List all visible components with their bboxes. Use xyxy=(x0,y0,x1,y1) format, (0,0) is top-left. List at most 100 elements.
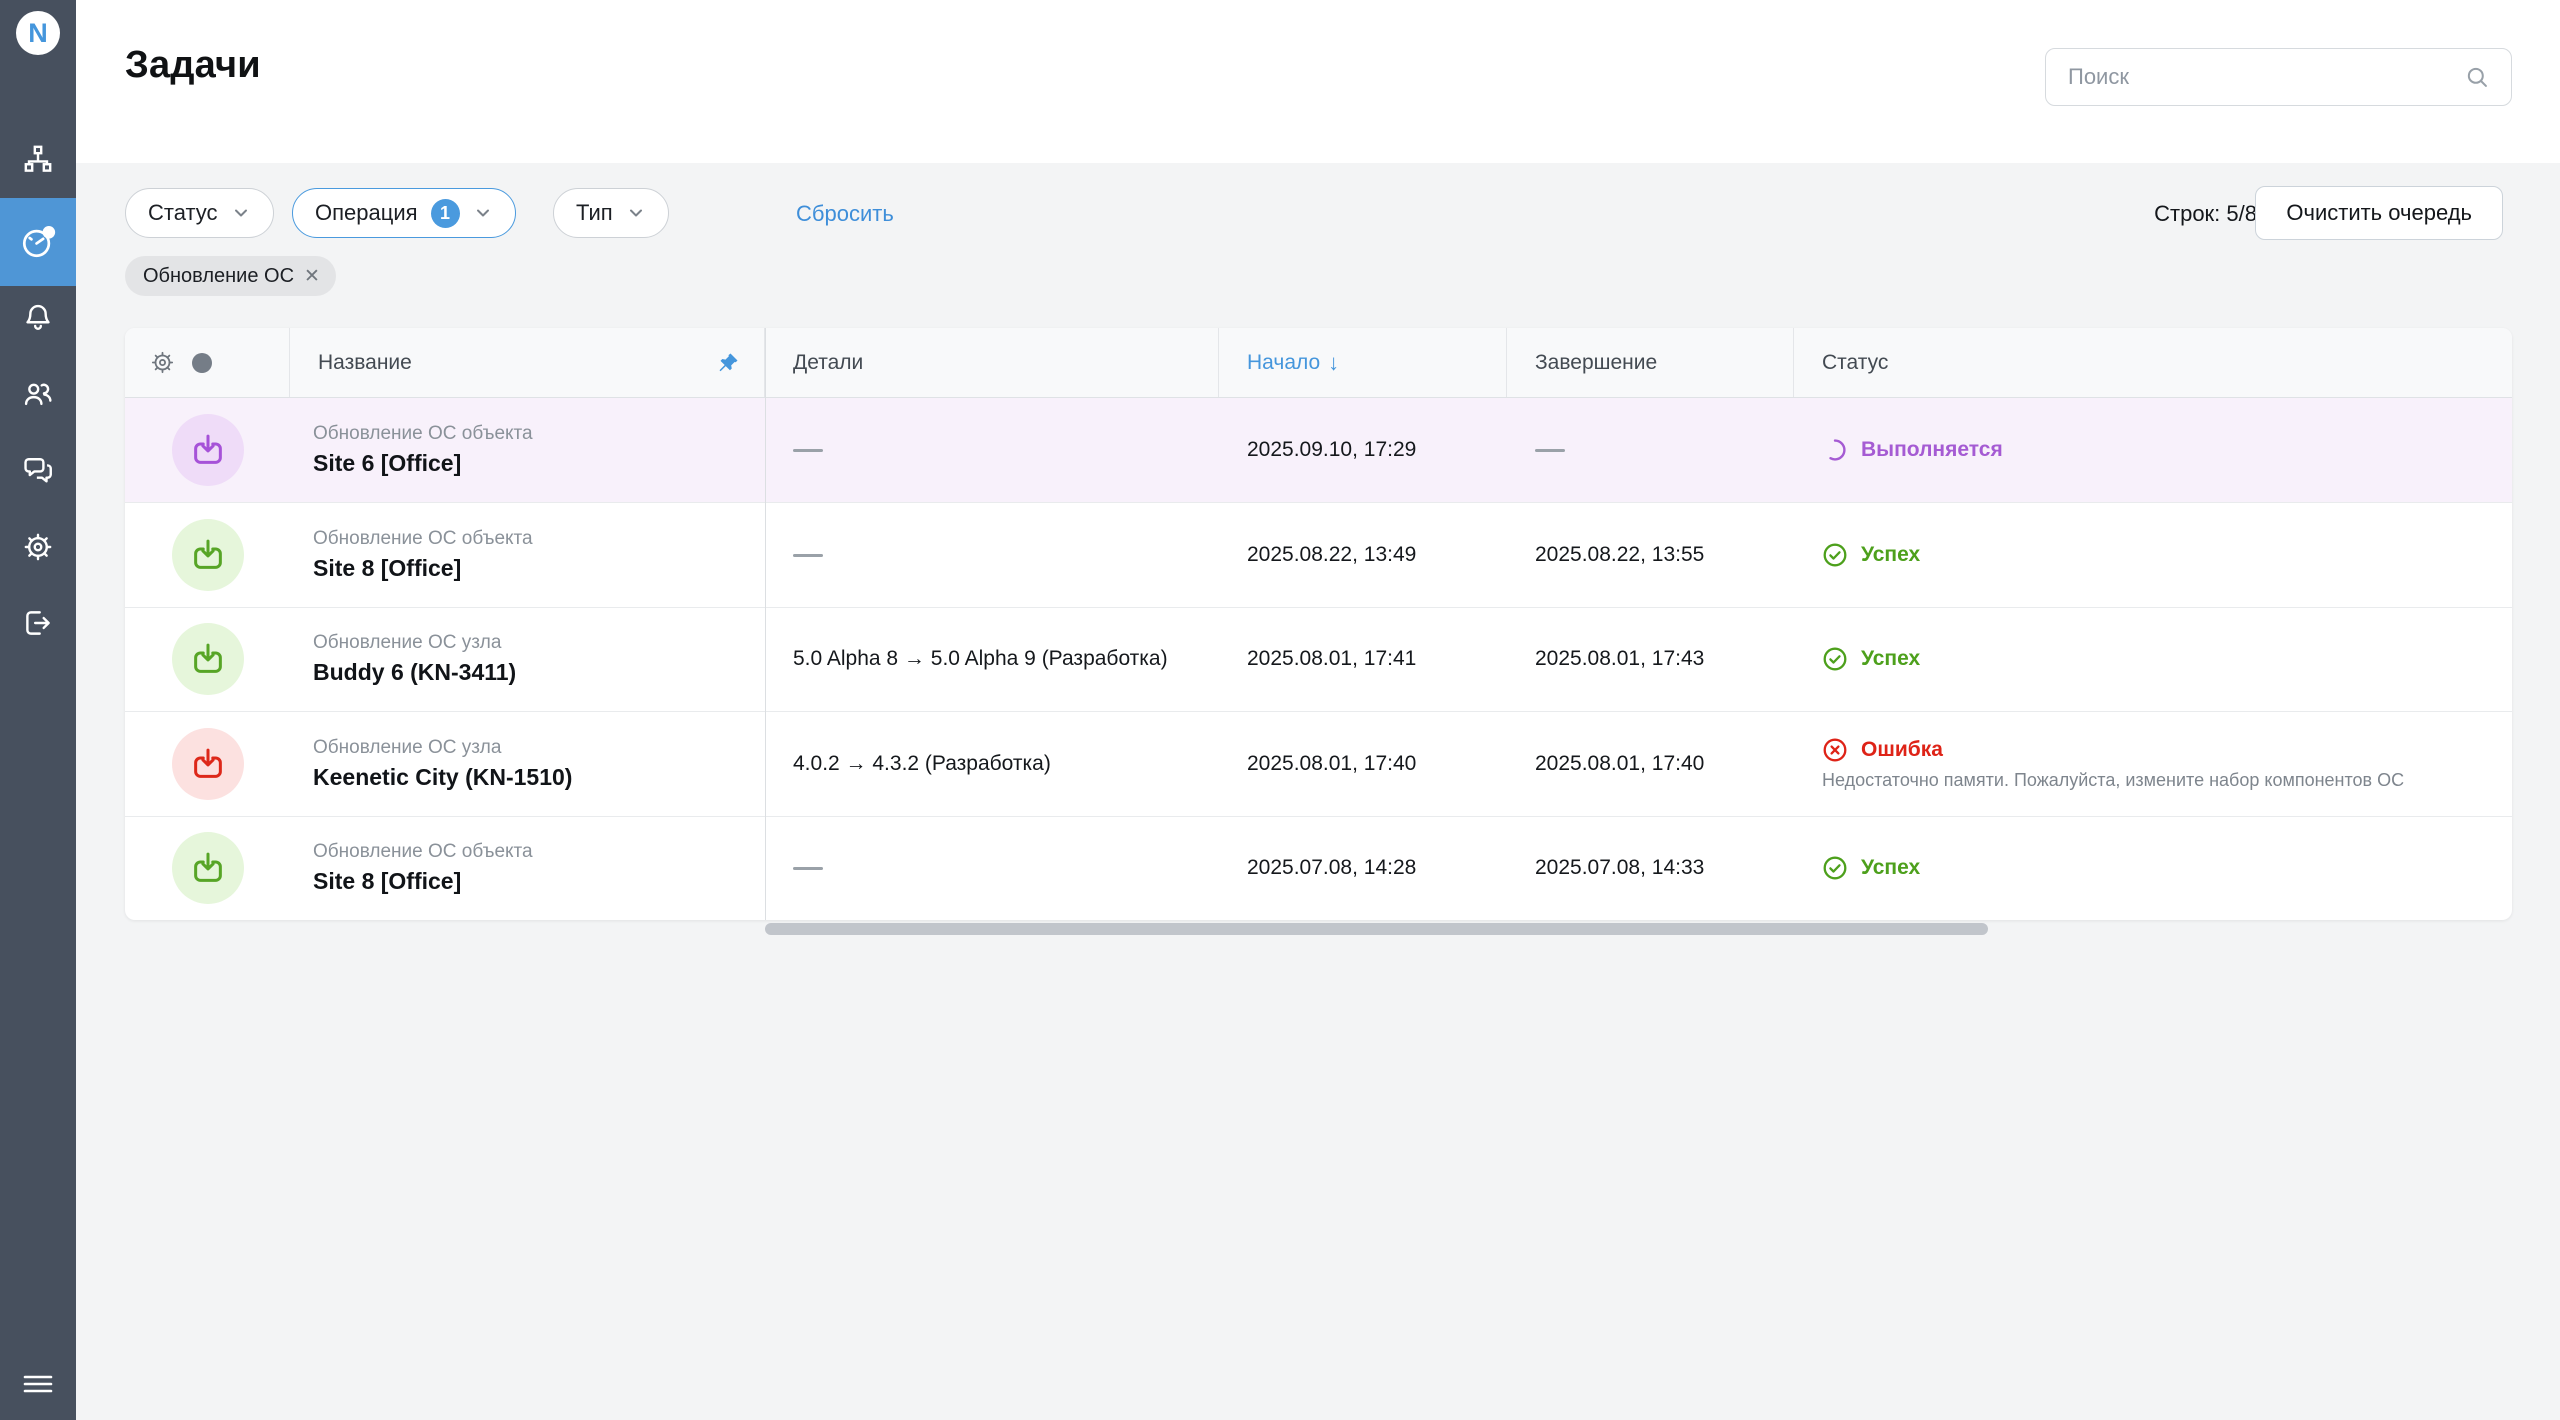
os-update-download-icon xyxy=(193,539,222,569)
brand-logo[interactable]: N xyxy=(16,11,60,55)
task-target-name: Site 8 [Office] xyxy=(313,555,462,582)
column-header-finish[interactable]: Завершение xyxy=(1535,350,1658,374)
task-type-label: Обновление ОС узла xyxy=(313,736,502,758)
brand-logo-letter: N xyxy=(28,17,48,48)
clear-queue-button[interactable]: Очистить очередь xyxy=(2255,186,2503,240)
status-dot-icon[interactable] xyxy=(192,352,212,373)
filter-type-dropdown[interactable]: Тип xyxy=(553,188,669,238)
active-filter-chip-label: Обновление ОС xyxy=(143,264,295,287)
empty-value-dash xyxy=(793,866,823,870)
task-type-label: Обновление ОС объекта xyxy=(313,528,533,550)
bell-icon xyxy=(26,304,50,330)
filter-operation-dropdown[interactable]: Операция 1 xyxy=(292,188,516,238)
chat-icon xyxy=(24,458,52,483)
operation-icon-circle xyxy=(171,414,244,487)
search-box xyxy=(2045,48,2512,106)
sort-desc-arrow-icon: ↓ xyxy=(1328,349,1340,375)
rows-counter: Строк: 5/8 xyxy=(2154,201,2257,226)
column-header-start[interactable]: Начало ↓ xyxy=(1219,328,1507,397)
filter-status-dropdown[interactable]: Статус xyxy=(125,188,274,238)
sitemap-icon xyxy=(24,145,52,172)
search-icon[interactable] xyxy=(2464,64,2491,91)
status-label: Ошибка xyxy=(1861,737,1943,761)
os-update-download-icon xyxy=(193,434,222,465)
status-label: Успех xyxy=(1861,856,1921,880)
task-target-name: Buddy 6 (KN-3411) xyxy=(313,659,517,686)
operation-icon-circle xyxy=(171,519,244,592)
status-label: Успех xyxy=(1861,647,1921,671)
task-target-name: Site 8 [Office] xyxy=(313,868,462,895)
sidebar-item-users[interactable] xyxy=(0,364,76,424)
task-start-time: 2025.09.10, 17:29 xyxy=(1247,438,1417,462)
status-success-icon xyxy=(1823,543,1847,567)
hamburger-icon xyxy=(23,1375,53,1393)
table-settings-gear-icon[interactable] xyxy=(149,349,176,376)
sidebar-item-logout[interactable] xyxy=(0,593,76,653)
task-finish-time: 2025.07.08, 14:33 xyxy=(1535,856,1705,880)
task-finish-time: 2025.08.01, 17:43 xyxy=(1535,647,1705,671)
filter-type-label: Тип xyxy=(576,200,613,225)
chevron-down-icon xyxy=(629,209,642,217)
filter-count-badge: 1 xyxy=(430,198,460,228)
pinned-column-divider xyxy=(765,328,766,920)
task-details: 5.0 Alpha 8 → 5.0 Alpha 9 (Разработка) xyxy=(793,647,1168,671)
chip-remove-icon[interactable]: ✕ xyxy=(304,265,320,287)
task-finish-time: 2025.08.01, 17:40 xyxy=(1535,751,1705,775)
gear-icon xyxy=(24,533,52,561)
empty-value-dash xyxy=(793,448,823,452)
horizontal-scrollbar[interactable] xyxy=(765,923,1988,935)
column-header-status[interactable]: Статус xyxy=(1822,350,1889,374)
active-filter-chip: Обновление ОС ✕ xyxy=(125,256,336,296)
status-running-spinner-icon xyxy=(1826,439,1846,461)
task-type-label: Обновление ОС объекта xyxy=(313,841,533,863)
sidebar-item-tasks[interactable] xyxy=(0,198,76,286)
top-bar: Задачи xyxy=(76,0,2560,163)
task-details: 4.0.2 → 4.3.2 (Разработка) xyxy=(793,751,1051,775)
sidebar-item-notifications[interactable] xyxy=(0,288,76,348)
task-target-name: Keenetic City (KN-1510) xyxy=(313,763,573,790)
task-start-time: 2025.07.08, 14:28 xyxy=(1247,856,1417,880)
task-type-label: Обновление ОС объекта xyxy=(313,423,533,445)
task-start-time: 2025.08.01, 17:41 xyxy=(1247,647,1417,671)
task-target-name: Site 6 [Office] xyxy=(313,450,462,477)
os-update-download-icon xyxy=(193,748,222,778)
status-error-icon xyxy=(1823,738,1847,762)
table-row[interactable]: Обновление ОС узла Buddy 6 (KN-3411) 5.0… xyxy=(125,606,2512,711)
task-start-time: 2025.08.01, 17:40 xyxy=(1247,751,1417,775)
table-row[interactable]: Обновление ОС объекта Site 8 [Office] 20… xyxy=(125,815,2512,920)
table-body: Обновление ОС объекта Site 6 [Office] 20… xyxy=(125,398,2512,920)
task-start-time: 2025.08.22, 13:49 xyxy=(1247,543,1417,567)
filter-status-label: Статус xyxy=(148,200,218,225)
table-header-row: Название Детали Начало ↓ Завершение Стат… xyxy=(125,328,2512,398)
gauge-icon xyxy=(22,226,56,258)
column-header-details[interactable]: Детали xyxy=(793,350,864,374)
sidebar-item-devices-tree[interactable] xyxy=(0,130,76,190)
pin-icon[interactable] xyxy=(716,351,740,375)
column-header-name[interactable]: Название xyxy=(318,350,412,374)
table-row[interactable]: Обновление ОС узла Keenetic City (KN-151… xyxy=(125,711,2512,815)
sidebar-item-settings[interactable] xyxy=(0,517,76,577)
status-success-icon xyxy=(1823,648,1847,671)
sidebar-item-support-chat[interactable] xyxy=(0,440,76,500)
tasks-table: Название Детали Начало ↓ Завершение Стат… xyxy=(125,328,2512,920)
logout-icon xyxy=(26,611,50,635)
chevron-down-icon xyxy=(234,209,247,217)
sidebar-collapse-button[interactable] xyxy=(0,1354,76,1414)
sidebar: N xyxy=(0,0,76,1420)
search-input[interactable] xyxy=(2068,64,2464,90)
empty-value-dash xyxy=(793,553,823,557)
reset-filters-link[interactable]: Сбросить xyxy=(796,201,894,226)
os-update-download-icon xyxy=(193,852,222,883)
operation-icon-circle xyxy=(171,623,244,696)
status-error-message: Недостаточно памяти. Пожалуйста, изменит… xyxy=(1822,769,2405,790)
chevron-down-icon xyxy=(476,209,489,217)
os-update-download-icon xyxy=(193,644,222,674)
users-icon xyxy=(24,383,52,406)
table-row[interactable]: Обновление ОС объекта Site 6 [Office] 20… xyxy=(125,398,2512,503)
status-label: Выполняется xyxy=(1861,438,2003,462)
table-row[interactable]: Обновление ОС объекта Site 8 [Office] 20… xyxy=(125,502,2512,606)
task-type-label: Обновление ОС узла xyxy=(313,632,502,654)
empty-value-dash xyxy=(1535,448,1565,452)
main-area: Задачи Статус Операция 1 Тип Сбросить Ст… xyxy=(76,0,2560,1420)
